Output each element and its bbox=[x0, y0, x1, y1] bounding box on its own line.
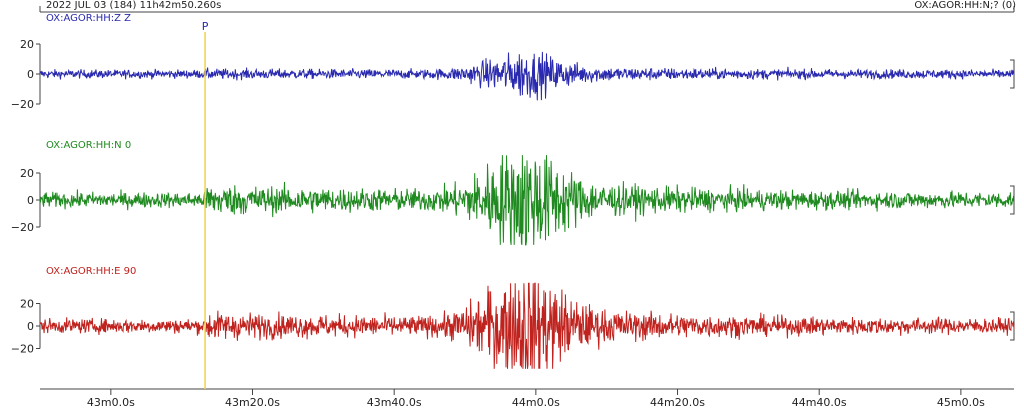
x-tick-label-5: 44m40.0s bbox=[792, 396, 847, 409]
y-tick-label-2-2: −20 bbox=[11, 343, 34, 356]
y-tick-label-1-2: −20 bbox=[11, 221, 34, 234]
header-component-label: OX:AGOR:HH:N;? (0) bbox=[914, 0, 1016, 11]
header-datetime: 2022 JUL 03 (184) 11h42m50.260s bbox=[46, 0, 222, 11]
trace-panel-1: OX:AGOR:HH:N 0 20 0 −20 bbox=[11, 140, 1015, 246]
trace-label-2: OX:AGOR:HH:E 90 bbox=[46, 266, 136, 277]
x-tick-label-2: 43m40.0s bbox=[367, 396, 422, 409]
p-pick-label: P bbox=[202, 20, 209, 33]
y-tick-label-1-0: 20 bbox=[20, 167, 34, 180]
x-tick-label-6: 45m0.0s bbox=[937, 396, 985, 409]
waveform-2 bbox=[39, 282, 1015, 369]
trace-label-0: OX:AGOR:HH:Z Z bbox=[46, 13, 131, 24]
x-tick-label-1: 43m20.0s bbox=[225, 396, 280, 409]
y-tick-label-0-1: 0 bbox=[27, 68, 34, 81]
right-bracket-1 bbox=[1010, 185, 1015, 215]
y-tick-label-1-1: 0 bbox=[27, 194, 34, 207]
y-tick-label-2-0: 20 bbox=[20, 298, 34, 311]
trace-panel-2: OX:AGOR:HH:E 90 20 0 −20 bbox=[11, 266, 1015, 369]
y-tick-label-0-2: −20 bbox=[11, 98, 34, 111]
x-tick-label-3: 44m0.0s bbox=[512, 396, 560, 409]
y-tick-label-0-0: 20 bbox=[20, 38, 34, 51]
trace-label-1: OX:AGOR:HH:N 0 bbox=[46, 140, 131, 151]
y-tick-label-2-1: 0 bbox=[27, 320, 34, 333]
waveform-0 bbox=[39, 51, 1015, 101]
x-tick-label-4: 44m20.0s bbox=[650, 396, 705, 409]
waveform-1 bbox=[39, 155, 1015, 246]
trace-panel-0: OX:AGOR:HH:Z Z 20 0 −20 bbox=[11, 13, 1015, 111]
x-tick-label-0: 43m0.0s bbox=[87, 396, 135, 409]
